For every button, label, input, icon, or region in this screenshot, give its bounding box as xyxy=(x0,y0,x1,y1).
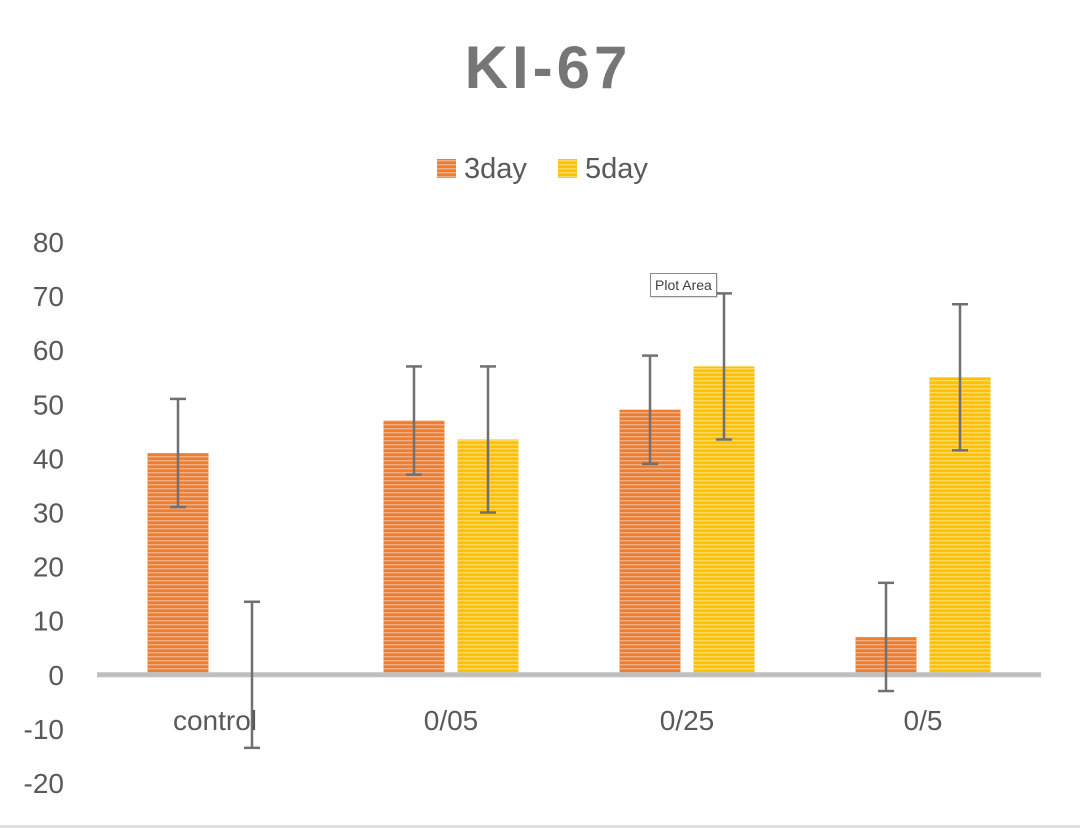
y-tick-label: -20 xyxy=(24,768,64,799)
y-tick-label: 20 xyxy=(33,552,64,583)
error-bar-5day-0-5 xyxy=(952,302,968,452)
y-tick-label: 0 xyxy=(48,660,64,691)
bottom-divider xyxy=(0,825,1080,828)
error-bar-3day-0-5 xyxy=(878,581,894,693)
y-tick-label: 60 xyxy=(33,335,64,366)
x-axis-tick-labels: control 0/05 0/25 0/5 xyxy=(173,705,942,736)
y-tick-label: 30 xyxy=(33,498,64,529)
legend-item-3day: 3day xyxy=(437,153,527,185)
y-axis-tick-labels: 80 70 60 50 40 30 20 10 0 -10 -20 xyxy=(24,227,64,799)
legend-swatch-5day xyxy=(558,159,577,178)
y-tick-label: 40 xyxy=(33,443,64,474)
error-bar-3day-0-05 xyxy=(406,365,422,476)
error-bar-3day-control xyxy=(170,397,186,509)
bars xyxy=(147,366,991,675)
x-tick-label: control xyxy=(173,705,257,736)
y-tick-label: 10 xyxy=(33,606,64,637)
error-bar-5day-0-25 xyxy=(716,292,732,441)
x-tick-label: 0/25 xyxy=(660,705,715,736)
y-tick-label: 80 xyxy=(33,227,64,258)
x-tick-label: 0/5 xyxy=(904,705,943,736)
legend-swatch-3day xyxy=(437,159,456,178)
legend: 3day 5day xyxy=(437,153,648,185)
x-tick-label: 0/05 xyxy=(424,705,479,736)
y-tick-label: 50 xyxy=(33,389,64,420)
y-tick-label: -10 xyxy=(24,714,64,745)
error-bar-5day-control xyxy=(244,600,260,750)
legend-label-5day: 5day xyxy=(585,153,648,185)
legend-item-5day: 5day xyxy=(558,153,648,185)
error-bar-5day-0-05 xyxy=(480,365,496,514)
plot-area-tooltip: Plot Area xyxy=(650,273,717,297)
y-tick-label: 70 xyxy=(33,281,64,312)
error-bar-3day-0-25 xyxy=(642,354,658,466)
error-bars xyxy=(170,292,968,750)
legend-label-3day: 3day xyxy=(464,153,527,185)
chart-title: KI-67 xyxy=(465,34,632,101)
